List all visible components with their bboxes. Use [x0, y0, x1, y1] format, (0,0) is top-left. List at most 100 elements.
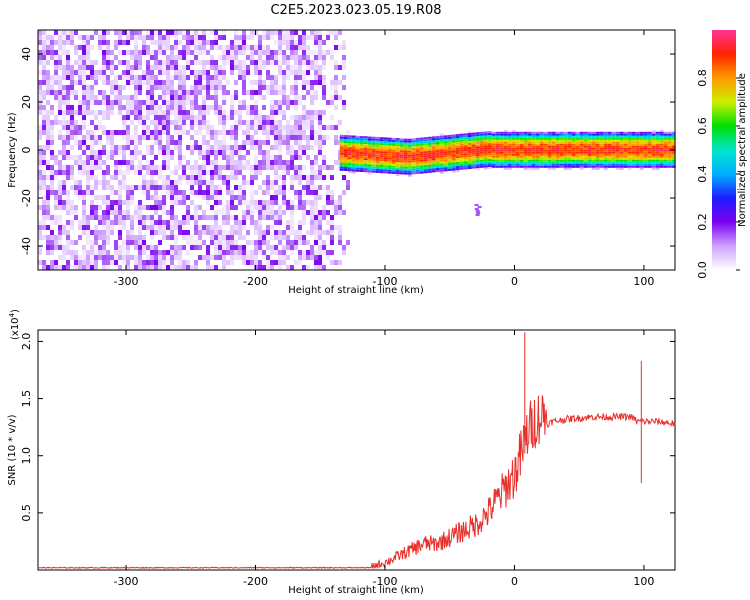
heatmap-cell: [138, 210, 142, 215]
heatmap-cell: [174, 90, 178, 95]
heatmap-cell: [611, 149, 616, 152]
heatmap-cell: [146, 85, 150, 90]
heatmap-cell: [250, 50, 254, 55]
heatmap-cell: [226, 55, 230, 60]
heatmap-cell: [387, 145, 392, 148]
heatmap-cell: [98, 155, 102, 160]
heatmap-cell: [387, 163, 392, 166]
heatmap-cell: [334, 85, 338, 90]
heatmap-cell: [379, 143, 384, 146]
heatmap-cell: [238, 60, 242, 65]
heatmap-cell: [475, 168, 480, 171]
heatmap-cell: [70, 130, 74, 135]
heatmap-cell: [427, 152, 432, 155]
heatmap-cell: [86, 260, 90, 265]
heatmap-cell: [210, 175, 214, 180]
heatmap-cell: [94, 260, 98, 265]
heatmap-cell: [278, 190, 282, 195]
heatmap-cell: [254, 250, 258, 255]
heatmap-cell: [214, 175, 218, 180]
heatmap-cell: [202, 150, 206, 155]
heatmap-cell: [583, 151, 588, 154]
heatmap-cell: [379, 149, 384, 152]
heatmap-cell: [451, 134, 456, 137]
heatmap-cell: [527, 139, 532, 142]
heatmap-cell: [310, 135, 314, 140]
heatmap-cell: [607, 131, 612, 134]
heatmap-cell: [318, 70, 322, 75]
heatmap-cell: [563, 167, 568, 170]
heatmap-cell: [190, 215, 194, 220]
heatmap-cell: [535, 147, 540, 150]
heatmap-cell: [635, 149, 640, 152]
heatmap-cell: [238, 45, 242, 50]
heatmap-cell: [190, 170, 194, 175]
heatmap-cell: [591, 163, 596, 166]
heatmap-cell: [535, 139, 540, 142]
heatmap-cell: [270, 110, 274, 115]
heatmap-cell: [507, 141, 512, 144]
heatmap-cell: [246, 65, 250, 70]
heatmap-cell: [130, 120, 134, 125]
heatmap-cell: [407, 154, 412, 157]
heatmap-cell: [403, 166, 408, 169]
heatmap-cell: [66, 195, 70, 200]
heatmap-cell: [166, 125, 170, 130]
heatmap-cell: [74, 255, 78, 260]
heatmap-cell: [50, 80, 54, 85]
heatmap-cell: [322, 110, 326, 115]
heatmap-cell: [158, 110, 162, 115]
heatmap-cell: [38, 135, 42, 140]
heatmap-cell: [387, 155, 392, 158]
heatmap-cell: [359, 138, 364, 140]
heatmap-cell: [206, 245, 210, 250]
heatmap-cell: [479, 147, 484, 150]
heatmap-cell: [126, 65, 130, 70]
heatmap-cell: [427, 142, 432, 145]
heatmap-cell: [351, 163, 356, 166]
heatmap-cell: [479, 143, 484, 146]
heatmap-cell: [42, 220, 46, 225]
heatmap-cell: [367, 162, 372, 165]
heatmap-cell: [258, 160, 262, 165]
heatmap-cell: [343, 161, 348, 163]
heatmap-cell: [198, 45, 202, 50]
heatmap-cell: [54, 80, 58, 85]
heatmap-cell: [314, 170, 318, 175]
heatmap-cell: [202, 125, 206, 130]
heatmap-cell: [511, 137, 516, 140]
heatmap-cell: [242, 180, 246, 185]
heatmap-cell: [515, 163, 520, 166]
heatmap-cell: [411, 164, 416, 167]
heatmap-cell: [182, 115, 186, 120]
heatmap-cell: [511, 139, 516, 142]
heatmap-cell: [415, 161, 420, 164]
heatmap-cell: [547, 155, 552, 158]
heatmap-cell: [423, 137, 428, 140]
heatmap-cell: [503, 167, 508, 170]
heatmap-cell: [202, 230, 206, 235]
heatmap-cell: [110, 140, 114, 145]
heatmap-cell: [110, 105, 114, 110]
heatmap-cell: [86, 135, 90, 140]
heatmap-cell: [174, 45, 178, 50]
heatmap-cell: [355, 167, 360, 170]
heatmap-cell: [338, 195, 342, 200]
heatmap-cell: [326, 135, 330, 140]
heatmap-cell: [294, 240, 298, 245]
heatmap-cell: [106, 220, 110, 225]
heatmap-cell: [114, 95, 118, 100]
heatmap-cell: [278, 100, 282, 105]
heatmap-cell: [214, 200, 218, 205]
heatmap-cell: [146, 35, 150, 40]
heatmap-cell: [234, 230, 238, 235]
heatmap-cell: [230, 215, 234, 220]
heatmap-cell: [250, 220, 254, 225]
heatmap-cell: [38, 180, 42, 185]
heatmap-cell: [62, 225, 66, 230]
heatmap-cell: [671, 141, 676, 144]
heatmap-cell: [66, 100, 70, 105]
heatmap-cell: [222, 130, 226, 135]
heatmap-cell: [415, 169, 420, 172]
heatmap-cell: [411, 142, 416, 145]
